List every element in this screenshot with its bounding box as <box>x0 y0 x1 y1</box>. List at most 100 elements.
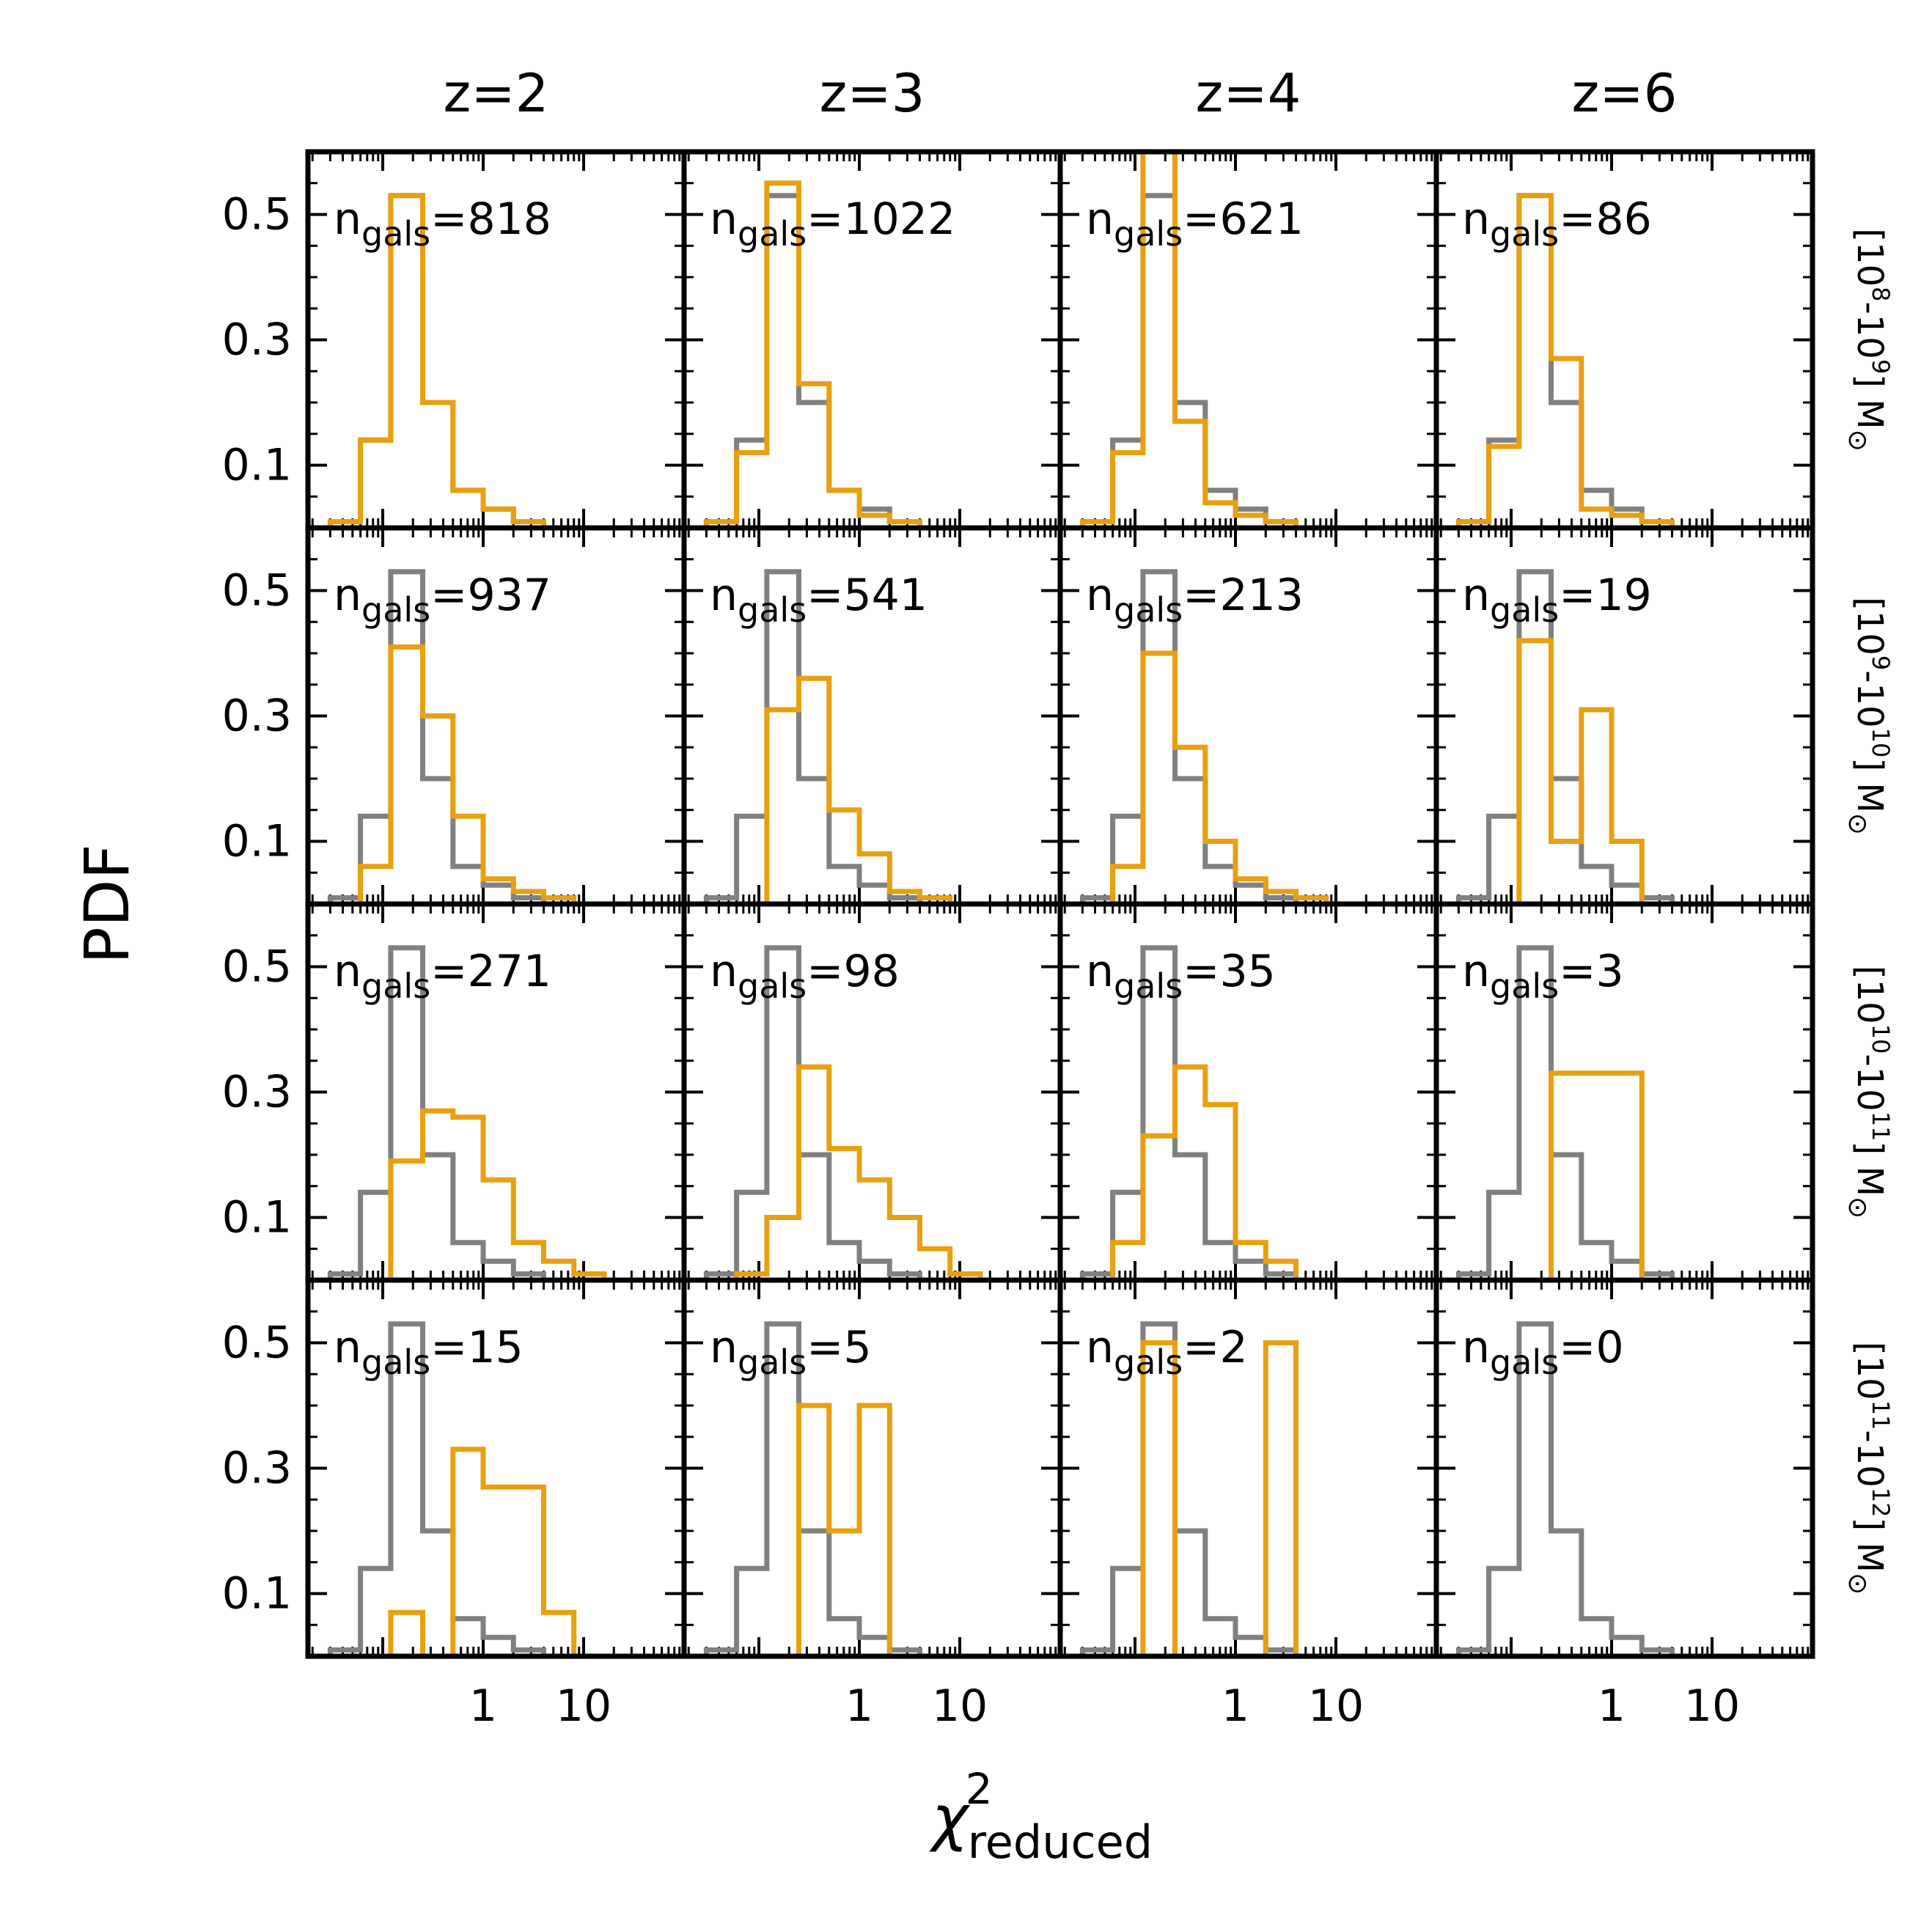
ngals-annotation: ngals=0 <box>1462 1322 1624 1382</box>
reference-histogram <box>327 945 635 1280</box>
row-label: [1011-1012] M⊙ <box>1843 1342 1895 1595</box>
row-label-sun-symbol: ⊙ <box>1843 1573 1873 1595</box>
subset-histogram <box>706 1403 1011 1656</box>
row-label-exp1: 9 <box>1867 655 1895 670</box>
ngals-sub: gals <box>738 214 807 254</box>
ngals-n: n <box>1086 194 1114 245</box>
ngals-sub: gals <box>1490 1342 1559 1382</box>
panel-r1-c3: ngals=621 <box>1057 149 1439 531</box>
subset-histogram <box>327 193 635 528</box>
minor-ticks <box>1060 1280 1436 1656</box>
panel-r2-c2: ngals=541 <box>681 525 1063 907</box>
row-label: [1010-1011] M⊙ <box>1843 966 1895 1219</box>
histograms <box>327 1321 635 1656</box>
ngals-annotation: ngals=19 <box>1462 570 1652 630</box>
histograms <box>327 569 635 904</box>
ngals-value: =271 <box>430 946 551 997</box>
row-label-exp1: 10 <box>1867 1024 1895 1054</box>
subset-histogram <box>706 675 1011 904</box>
ngals-n: n <box>334 570 361 621</box>
ngals-n: n <box>710 194 738 245</box>
row-label: [109-1010] M⊙ <box>1843 597 1895 835</box>
row-label-exp2: 12 <box>1867 1488 1895 1518</box>
subset-histogram <box>1455 193 1763 528</box>
row-label-exp2: 11 <box>1867 1112 1895 1142</box>
histograms <box>1079 569 1387 904</box>
ngals-n: n <box>334 1322 361 1373</box>
row-label: [108-109] M⊙ <box>1843 228 1895 452</box>
x-tick-label: 1 <box>845 1680 873 1732</box>
x-axis-label-chi: χ <box>929 1782 971 1853</box>
ngals-sub: gals <box>1114 1342 1183 1382</box>
panel-r2-c4: ngals=19 <box>1433 525 1815 907</box>
panel-r3-c3: ngals=35 <box>1057 901 1439 1283</box>
ngals-value: =35 <box>1183 946 1276 997</box>
panel-frame <box>1057 1277 1439 1659</box>
histograms <box>1455 945 1763 1280</box>
histograms <box>327 193 635 528</box>
x-tick-label: 10 <box>556 1680 611 1732</box>
ngals-annotation: ngals=541 <box>710 570 928 630</box>
ngals-value: =3 <box>1559 946 1623 997</box>
ngals-sub: gals <box>361 590 430 630</box>
ngals-value: =5 <box>807 1322 871 1373</box>
ngals-value: =2 <box>1183 1322 1247 1373</box>
panel-frame <box>681 1277 1063 1659</box>
y-tick-label: 0.5 <box>222 1318 292 1369</box>
ngals-sub: gals <box>1490 966 1559 1006</box>
x-axis-label-sup: 2 <box>966 1764 993 1814</box>
row-label-mid: -10 <box>1849 1054 1890 1111</box>
ngals-value: =1022 <box>807 194 955 245</box>
subset-histogram <box>1082 650 1387 904</box>
ngals-n: n <box>334 946 361 997</box>
row-label-sun-symbol: ⊙ <box>1843 430 1873 452</box>
x-tick-label: 1 <box>1222 1680 1249 1732</box>
ngals-annotation: ngals=818 <box>334 194 551 254</box>
ngals-sub: gals <box>361 1342 430 1382</box>
y-tick-label: 0.3 <box>222 315 292 366</box>
ngals-n: n <box>1462 1322 1490 1373</box>
y-tick-label: 0.1 <box>222 1568 292 1620</box>
panel-r3-c1: ngals=271 <box>305 901 687 1283</box>
ngals-value: =86 <box>1559 194 1652 245</box>
x-axis-label-sub: reduced <box>968 1815 1153 1869</box>
histograms <box>1455 193 1763 528</box>
ngals-annotation: ngals=621 <box>1086 194 1304 254</box>
row-label-mid: -10 <box>1849 301 1890 359</box>
y-tick-label: 0.3 <box>222 1067 292 1118</box>
reference-histogram <box>703 945 1011 1280</box>
ngals-n: n <box>1462 194 1490 245</box>
ngals-sub: gals <box>738 590 807 630</box>
histograms <box>1455 569 1763 904</box>
y-tick-label: 0.5 <box>222 189 292 240</box>
ngals-annotation: ngals=937 <box>334 570 551 630</box>
ngals-value: =0 <box>1559 1322 1623 1373</box>
ngals-sub: gals <box>1490 214 1559 254</box>
ngals-sub: gals <box>1490 590 1559 630</box>
histograms <box>703 945 1011 1280</box>
ngals-value: =541 <box>807 570 928 621</box>
ngals-annotation: ngals=271 <box>334 946 551 1006</box>
y-axis-label: PDF <box>71 844 143 964</box>
subset-histogram <box>706 1064 1011 1280</box>
reference-histogram <box>1079 569 1387 904</box>
subset-histogram <box>1458 638 1763 904</box>
ngals-annotation: ngals=1022 <box>710 194 955 254</box>
panel-r3-c4: ngals=3 <box>1433 901 1815 1283</box>
panel-r1-c4: ngals=86 <box>1433 149 1815 531</box>
reference-histogram <box>1455 1321 1763 1656</box>
row-label-base: [10 <box>1849 1342 1890 1400</box>
panel-r4-c4: ngals=0 <box>1433 1277 1815 1659</box>
ngals-n: n <box>710 1322 738 1373</box>
reference-histogram <box>1455 569 1763 904</box>
row-label-exp2: 10 <box>1867 728 1895 758</box>
y-tick-label: 0.3 <box>222 1443 292 1494</box>
row-label-unit: ] M <box>1849 1518 1890 1573</box>
ngals-n: n <box>1462 946 1490 997</box>
ngals-value: =19 <box>1559 570 1652 621</box>
subset-histogram <box>330 644 635 904</box>
histograms <box>1079 152 1387 528</box>
minor-ticks <box>1436 904 1812 1280</box>
row-label-unit: ] M <box>1849 757 1890 812</box>
ngals-sub: gals <box>361 214 430 254</box>
